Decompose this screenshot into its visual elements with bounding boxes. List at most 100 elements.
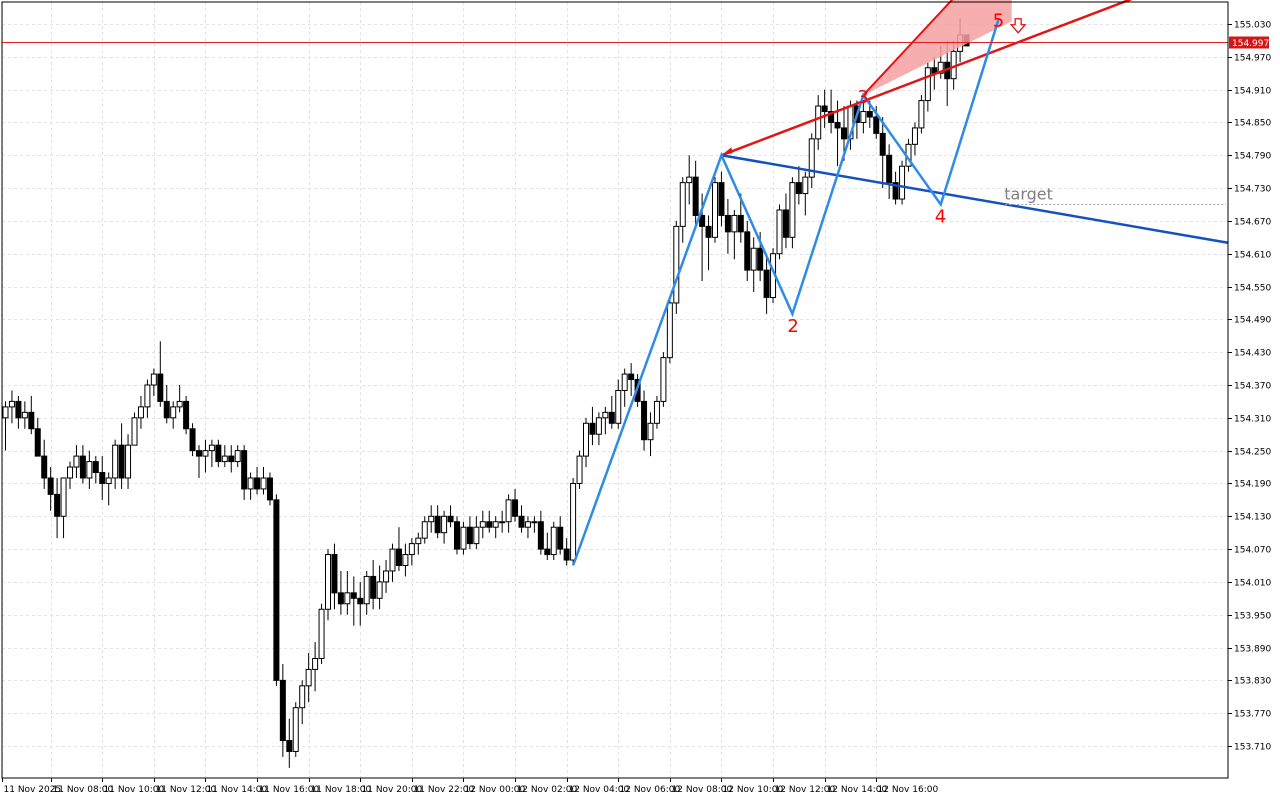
candle-body-bull — [312, 657, 319, 670]
candle-body-bull — [299, 685, 306, 709]
candle-body-bull — [86, 461, 93, 479]
candle — [911, 122, 918, 156]
price-tag-background — [1229, 36, 1269, 49]
y-tick-label: 154.430 — [1234, 349, 1271, 359]
candle — [337, 570, 344, 615]
candle-body-bear — [834, 121, 841, 129]
candle — [183, 395, 190, 435]
candle — [344, 570, 351, 615]
candle — [434, 505, 441, 539]
candle — [266, 472, 273, 506]
candle — [234, 445, 241, 468]
candle — [112, 439, 119, 489]
candle-body-bear — [724, 214, 731, 233]
candle-body-bull — [60, 477, 67, 517]
price-axis[interactable]: 153.710 153.770 153.830 153.890 153.950 154.0… — [1228, 21, 1271, 753]
candle — [247, 472, 254, 500]
x-tick-label: 12 Nov 14:00 — [827, 785, 888, 795]
candle-body-bear — [370, 575, 377, 599]
candle — [899, 160, 906, 205]
candle — [576, 450, 583, 489]
x-tick-label: 12 Nov 16:00 — [878, 785, 939, 795]
candle-body-bear — [692, 176, 699, 216]
candle — [163, 385, 170, 424]
candle-body-bear — [118, 444, 125, 479]
candle — [137, 395, 144, 429]
candle-body-bear — [28, 411, 35, 430]
candle — [782, 193, 789, 249]
wave-overlays: 2 3 4 5 target — [571, 0, 1229, 566]
candle-body-bull — [550, 526, 557, 556]
candle — [666, 297, 673, 364]
candle — [537, 510, 544, 555]
candle — [473, 516, 480, 550]
candle-body-bull — [479, 521, 486, 528]
candle-body-bull — [666, 302, 673, 359]
candle-body-bull — [363, 575, 370, 605]
candle-body-bull — [505, 499, 512, 523]
candle — [712, 177, 718, 243]
candle-body-bear — [821, 105, 828, 113]
candle-body-bear — [873, 116, 880, 134]
candle — [692, 160, 699, 227]
candle-body-bear — [744, 231, 751, 271]
candle — [679, 177, 686, 243]
candle — [189, 423, 196, 457]
candle-body-bear — [189, 428, 196, 452]
candle — [718, 171, 725, 227]
candle — [157, 341, 164, 407]
candle-body-bear — [54, 493, 61, 517]
candle — [118, 423, 125, 489]
candle-body-bear — [337, 592, 344, 605]
candle — [41, 439, 48, 489]
candle-body-bull — [389, 548, 396, 572]
candle — [447, 505, 454, 528]
candle-body-bear — [841, 127, 847, 140]
x-tick-label: 11 Nov 12:00 — [156, 785, 217, 795]
candle-body-bull — [776, 209, 783, 255]
candle-body-bull — [524, 521, 531, 528]
candle-body-bull — [144, 384, 151, 408]
candle — [241, 445, 248, 500]
y-tick-label: 154.970 — [1234, 54, 1271, 64]
candle — [802, 171, 809, 216]
y-tick-label: 155.030 — [1234, 21, 1271, 31]
candle-body-bull — [679, 182, 686, 227]
y-tick-label: 154.130 — [1234, 513, 1271, 523]
candle — [557, 516, 564, 555]
candle — [460, 521, 467, 555]
y-tick-label: 154.490 — [1234, 316, 1271, 326]
target-label: target — [1004, 185, 1053, 204]
current-price-tag: 154.997 — [1229, 36, 1269, 49]
candle-body-bull — [570, 482, 577, 561]
candle — [647, 412, 654, 457]
wave-label-4: 4 — [935, 207, 946, 228]
candle-body-bull — [21, 411, 28, 419]
candle — [415, 532, 422, 555]
candle-body-bull — [789, 182, 796, 238]
candle — [641, 390, 648, 451]
candle-body-bear — [782, 209, 789, 238]
x-tick-label: 12 Nov 06:00 — [620, 785, 681, 795]
candle — [808, 133, 815, 189]
candle — [2, 401, 9, 451]
candle — [486, 510, 493, 533]
candle — [370, 560, 377, 610]
candle — [86, 450, 93, 489]
candle — [221, 445, 228, 468]
x-tick-label: 12 Nov 08:00 — [672, 785, 733, 795]
candle-body-bear — [866, 111, 873, 118]
candle-body-bear — [157, 373, 164, 402]
candle — [215, 439, 222, 468]
candle-body-bull — [576, 455, 583, 484]
resistance-zone — [863, 0, 1012, 96]
candle — [544, 532, 551, 561]
candle-body-bull — [150, 373, 157, 386]
candle — [79, 445, 86, 484]
candle-body-bull — [318, 608, 325, 659]
candle — [724, 199, 731, 254]
candle-body-bear — [544, 548, 551, 556]
candle — [892, 171, 899, 205]
